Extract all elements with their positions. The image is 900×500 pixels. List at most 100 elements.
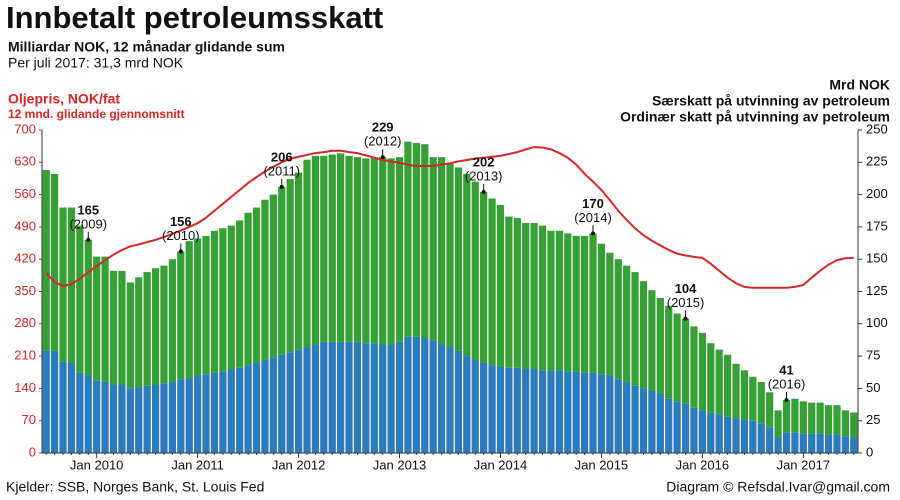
bar — [93, 380, 101, 453]
y2-tick-label: 25 — [866, 412, 880, 427]
bar — [76, 225, 84, 373]
bar — [93, 256, 101, 381]
y2-tick-label: 250 — [866, 121, 888, 136]
bar — [454, 167, 463, 351]
bar — [236, 367, 244, 453]
bar — [84, 239, 92, 376]
bar — [454, 350, 463, 453]
x-tick-label: Jan 2014 — [474, 457, 528, 472]
bar — [572, 235, 580, 372]
bar — [387, 158, 395, 345]
bar — [202, 235, 210, 375]
y-tick-label: 420 — [14, 251, 36, 266]
bar — [547, 370, 555, 453]
bar — [816, 402, 824, 434]
bar — [614, 379, 622, 453]
annotation-value: 41 — [779, 362, 793, 377]
bar — [379, 344, 387, 453]
annotation-dot — [481, 190, 486, 195]
bar — [572, 371, 580, 453]
bar — [606, 252, 614, 376]
bar — [656, 297, 664, 394]
bar — [109, 270, 118, 385]
bar — [278, 354, 286, 453]
bar — [749, 420, 757, 453]
x-tick-label: Jan 2011 — [171, 457, 224, 472]
annotation-label: (2015) — [667, 295, 705, 310]
bar — [320, 155, 328, 342]
bar — [194, 375, 202, 453]
bar — [623, 381, 631, 453]
bar — [328, 154, 336, 342]
chart-subtitle: Milliardar NOK, 12 månadar glidande sum — [8, 39, 285, 55]
bar — [337, 153, 345, 342]
bar — [143, 272, 151, 386]
bar — [202, 374, 210, 453]
source: Kjelder: SSB, Norges Bank, St. Louis Fed — [6, 479, 264, 495]
bar — [530, 223, 538, 370]
y-tick-label: 350 — [14, 283, 36, 298]
bar — [126, 282, 134, 389]
bar — [236, 220, 244, 368]
bar — [177, 251, 185, 380]
bar — [740, 370, 749, 420]
bar — [437, 344, 446, 453]
bar — [345, 341, 353, 453]
bar — [311, 155, 320, 345]
bar — [412, 142, 420, 337]
annotation-label: (2010) — [162, 228, 200, 243]
bar — [185, 241, 193, 379]
bar — [833, 434, 841, 453]
bar — [715, 414, 723, 453]
bar — [732, 418, 740, 453]
bar — [816, 433, 824, 453]
bar — [681, 318, 690, 404]
bar — [345, 155, 353, 342]
bar — [715, 349, 723, 415]
bar — [505, 367, 513, 453]
bar — [480, 192, 488, 363]
bar — [446, 163, 454, 348]
bar — [589, 372, 597, 453]
y-tick-label: 490 — [14, 218, 36, 233]
bar — [126, 388, 134, 453]
x-tick-label: Jan 2017 — [777, 457, 831, 472]
legend-label: Særskatt på utvinning av petroleum — [652, 93, 890, 109]
bar — [210, 372, 219, 453]
y2-tick-label: 225 — [866, 154, 888, 169]
bar — [151, 268, 160, 385]
y2-tick-label: 50 — [866, 380, 880, 395]
bar — [488, 198, 496, 366]
bar — [311, 344, 320, 453]
y2-tick-label: 125 — [866, 283, 888, 298]
bar — [648, 290, 656, 391]
bar — [227, 225, 235, 370]
bar — [437, 157, 446, 345]
bar — [168, 259, 177, 382]
annotation-value: 165 — [77, 202, 99, 217]
bar — [597, 374, 606, 453]
bar — [269, 194, 277, 358]
bar — [412, 336, 420, 453]
bar — [757, 423, 765, 453]
bar — [337, 341, 345, 453]
annotation-label: (2014) — [574, 210, 612, 225]
annotation-label: (2012) — [364, 134, 402, 149]
bar — [370, 343, 378, 453]
y2-tick-label: 0 — [866, 444, 873, 459]
bar — [850, 437, 858, 453]
bar — [782, 400, 791, 433]
bar — [471, 181, 479, 360]
y2-axis-label: Mrd NOK — [829, 77, 890, 93]
bar — [673, 313, 681, 402]
bar — [353, 341, 362, 453]
bar — [168, 381, 177, 453]
bar — [286, 179, 294, 353]
bar — [67, 362, 76, 453]
bar — [749, 376, 757, 421]
bar — [109, 384, 118, 453]
annotation-dot — [591, 231, 596, 236]
bar — [631, 385, 639, 453]
bar — [210, 230, 219, 373]
bar — [59, 207, 67, 362]
